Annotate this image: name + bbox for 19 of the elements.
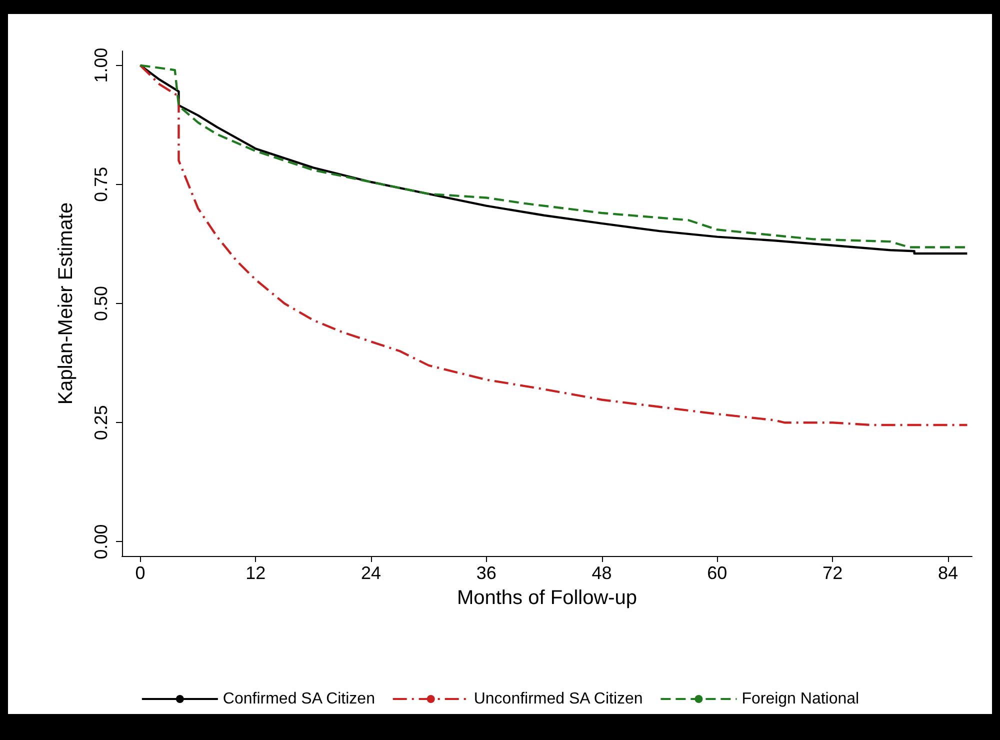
legend-label: Unconfirmed SA Citizen xyxy=(474,690,643,708)
x-tick-label: 48 xyxy=(592,563,612,583)
x-tick-label: 24 xyxy=(361,563,382,583)
y-tick-label: 0.25 xyxy=(91,405,111,440)
x-tick-label: 60 xyxy=(707,563,728,583)
x-axis-title: Months of Follow-up xyxy=(456,587,638,609)
legend-label: Confirmed SA Citizen xyxy=(222,690,375,708)
y-axis-title: Kaplan-Meier Estimate xyxy=(55,202,77,405)
x-tick-label: 36 xyxy=(476,563,496,583)
y-tick-label: 0.50 xyxy=(91,286,111,322)
line-series xyxy=(139,64,968,426)
x-tick-label: 72 xyxy=(822,563,843,583)
x-tick-label: 12 xyxy=(246,563,266,583)
y-tick-label: 1.00 xyxy=(91,48,111,83)
x-tick-label: 84 xyxy=(938,563,958,583)
x-tick-label: 0 xyxy=(135,563,146,583)
y-tick-label: 0.75 xyxy=(91,166,111,202)
y-tick-label: 0.00 xyxy=(91,524,111,560)
legend-label: Foreign National xyxy=(742,690,860,708)
